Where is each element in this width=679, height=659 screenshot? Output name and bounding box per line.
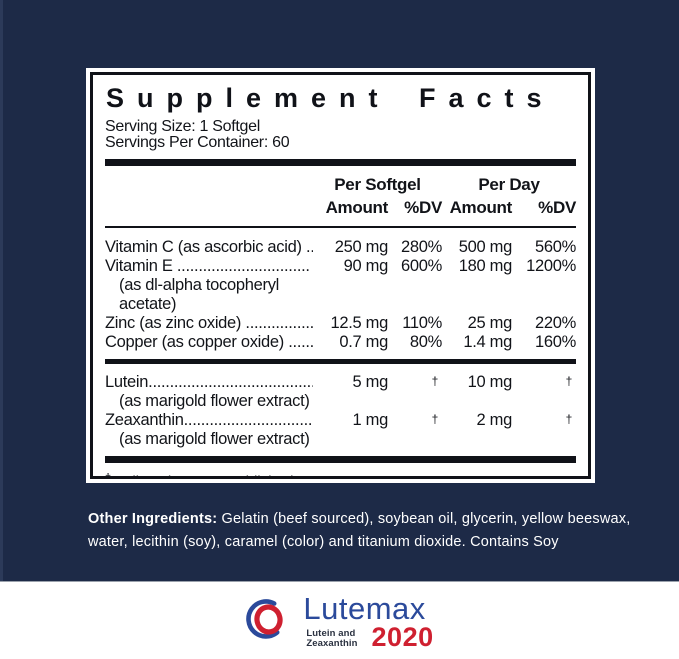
daily-value-footnote: †Daily Value not established — [105, 472, 576, 479]
nutrient-name: Vitamin C (as ascorbic acid) ... — [105, 238, 313, 256]
bottom-thick-rule — [105, 456, 576, 463]
per-day-amount-cell: 2 mg — [476, 411, 513, 429]
logo-subline: Lutein and Zeaxanthin 2020 — [303, 622, 434, 652]
per-day-amount-cell: 10 mg — [467, 373, 513, 391]
per-day-amount-cell: 1.4 mg — [463, 333, 512, 351]
per-day-dv-cell: † — [565, 412, 573, 426]
per-softgel-dv-cell: 600% — [400, 257, 442, 275]
top-thick-rule — [105, 159, 576, 166]
nutrient-name-subline: (as marigold flower extract) — [119, 430, 310, 448]
amount-header-per-day: Amount — [449, 198, 513, 217]
per-softgel-dv-cell: 80% — [409, 333, 442, 351]
table-row: Lutein..................................… — [105, 373, 576, 411]
nutrient-name-cell: Zeaxanthin..............................… — [105, 411, 313, 449]
dagger-symbol: † — [105, 472, 111, 479]
header-name-spacer — [105, 198, 313, 218]
table-row: Vitamin E ..............................… — [105, 257, 576, 314]
per-softgel-amount-cell: 5 mg — [352, 373, 389, 391]
logo-tagline-line-2: Zeaxanthin — [306, 638, 358, 649]
logo-tagline: Lutein and Zeaxanthin — [306, 629, 357, 649]
table-row: Vitamin C (as ascorbic acid) ... 250 mg 28… — [105, 238, 576, 257]
nutrient-name-cell: Lutein..................................… — [105, 373, 313, 411]
serving-size-text: Serving Size: 1 Softgel — [105, 118, 260, 135]
nutrient-name-subline: acetate) — [119, 295, 177, 313]
per-softgel-amount-cell: 1 mg — [352, 411, 389, 429]
per-softgel-dv-cell: † — [431, 374, 439, 388]
per-day-dv-cell: 560% — [534, 238, 576, 256]
section-divider-rule — [105, 359, 576, 364]
per-day-group-header: Per Day — [478, 175, 540, 194]
lutemax-logo: Lutemax Lutein and Zeaxanthin 2020 — [245, 582, 433, 659]
nutrient-name-cell: Vitamin E ..............................… — [105, 257, 313, 314]
logo-text-block: Lutemax Lutein and Zeaxanthin 2020 — [303, 591, 434, 652]
per-day-dv-cell: 160% — [534, 333, 576, 351]
nutrient-name-cell: Zinc (as zinc oxide) ................. — [105, 314, 313, 333]
per-day-amount-cell: 180 mg — [458, 257, 513, 275]
other-ingredients-block: Other Ingredients: Gelatin (beef sourced… — [88, 508, 663, 553]
per-softgel-amount-cell: 90 mg — [343, 257, 389, 275]
nutrient-name: Zeaxanthin.............................. — [105, 411, 313, 429]
lutemax-ring-icon — [246, 599, 284, 639]
per-softgel-amount-cell: 250 mg — [334, 238, 389, 256]
nutrient-name: Vitamin E ..............................… — [105, 257, 310, 275]
column-header-row: Amount %DV Amount %DV — [105, 198, 577, 218]
per-softgel-dv-cell: † — [431, 412, 439, 426]
per-day-dv-cell: 1200% — [526, 257, 576, 275]
nutrient-name-subline: (as marigold flower extract) — [119, 392, 310, 410]
nutrient-rows: Vitamin C (as ascorbic acid) ... 250 mg 28… — [105, 238, 576, 449]
other-ingredients-label: Other Ingredients: — [88, 511, 218, 527]
logo-brand-name: Lutemax — [303, 591, 426, 626]
left-edge-highlight — [0, 0, 3, 581]
other-ingredients-line-2: water, lecithin (soy), caramel (color) a… — [88, 533, 559, 550]
other-ingredients-line-1: Other Ingredients: Gelatin (beef sourced… — [88, 508, 663, 531]
per-day-amount-cell: 500 mg — [458, 238, 513, 256]
per-day-dv-cell: † — [565, 374, 573, 388]
footnote-text: Daily Value not established — [113, 474, 294, 476]
per-softgel-amount-cell: 0.7 mg — [339, 333, 388, 351]
nutrient-name-cell: Vitamin C (as ascorbic acid) ... — [105, 238, 313, 257]
nutrient-name-subline: (as dl-alpha tocopheryl — [119, 276, 280, 294]
bottom-white-strip: Lutemax Lutein and Zeaxanthin 2020 — [0, 581, 679, 659]
table-row: Zinc (as zinc oxide) ................. 12… — [105, 314, 576, 333]
nutrient-name: Copper (as copper oxide) ....... — [105, 333, 313, 351]
servings-per-container-text: Servings Per Container: 60 — [105, 133, 290, 151]
amount-header-per-softgel: Amount — [325, 198, 389, 217]
per-softgel-dv-cell: 110% — [402, 314, 442, 332]
header-name-spacer — [105, 175, 313, 195]
table-row: Copper (as copper oxide) ....... 0.7 mg 80… — [105, 333, 576, 352]
supplement-facts-panel: Supplement Facts Serving Size: 1 Softgel… — [90, 72, 591, 479]
dv-header-per-day: %DV — [538, 198, 576, 217]
nutrient-name-cell: Copper (as copper oxide) ....... — [105, 333, 313, 352]
header-thin-rule — [105, 226, 576, 228]
nutrient-name: Zinc (as zinc oxide) ................. — [105, 314, 313, 332]
per-day-dv-cell: 220% — [534, 314, 576, 332]
table-row: Zeaxanthin..............................… — [105, 411, 576, 449]
logo-tagline-line-1: Lutein and — [306, 628, 356, 639]
dv-header-per-softgel: %DV — [404, 198, 442, 217]
per-softgel-group-header: Per Softgel — [334, 175, 421, 194]
per-day-amount-cell: 25 mg — [467, 314, 513, 332]
nutrient-name: Lutein..................................… — [105, 373, 313, 391]
other-ingredients-line-1-text: Gelatin (beef sourced), soybean oil, gly… — [217, 511, 631, 527]
supplement-facts-title: Supplement Facts — [106, 83, 555, 113]
per-softgel-dv-cell: 280% — [400, 238, 442, 256]
per-softgel-amount-cell: 12.5 mg — [330, 314, 388, 332]
logo-year: 2020 — [371, 622, 434, 652]
column-group-header-row: Per Softgel Per Day — [105, 175, 576, 195]
